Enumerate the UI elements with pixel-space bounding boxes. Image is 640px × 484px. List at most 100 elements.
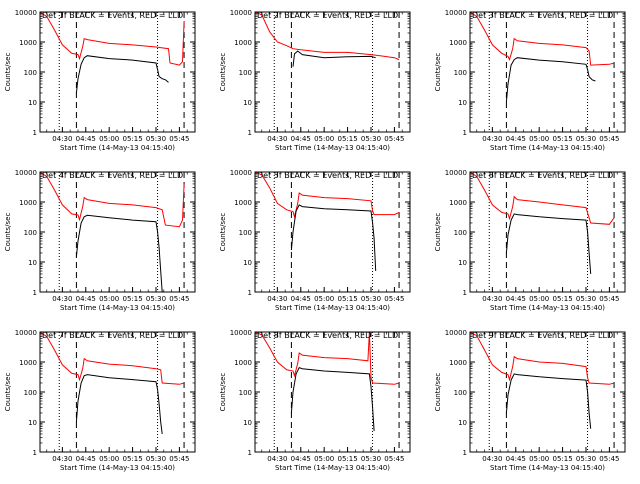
y-tick-label: 10000 — [445, 169, 467, 177]
x-axis-label: Start Time (14-May-13 04:15:40) — [490, 304, 605, 312]
panel-title: Det 3f BLACK = Events, RED = LLD — [472, 11, 613, 20]
x-tick-label: 05:00 — [529, 455, 549, 463]
panel-title: Det 5f BLACK = Events, RED = LLD — [257, 171, 398, 180]
y-tick-label: 100 — [239, 389, 252, 397]
detector-panel-3: 1 10 100 1000 10000 04:30 04:45 05:00 05:15 05:30… — [434, 9, 626, 152]
events-rate-line — [75, 214, 163, 292]
lld-rate-line — [470, 332, 615, 385]
x-tick-label: 05:30 — [361, 295, 381, 303]
panel-title: Det 1f BLACK = Events, RED = LLD — [42, 11, 183, 20]
x-tick-label: 05:30 — [361, 455, 381, 463]
x-tick-label: 04:45 — [506, 135, 526, 143]
panel-title: Det 6f BLACK = Events, RED = LLD — [472, 171, 613, 180]
x-tick-label: 04:45 — [291, 295, 311, 303]
x-tick-label: 05:15 — [122, 295, 142, 303]
y-tick-label: 10 — [28, 419, 37, 427]
y-tick-label: 100 — [454, 69, 467, 77]
x-axis-label: Start Time (14-May-13 04:15:40) — [60, 304, 175, 312]
lld-rate-line — [470, 172, 615, 225]
y-axis-label: Counts/sec — [4, 373, 12, 412]
x-tick-label: 05:45 — [599, 295, 619, 303]
x-tick-label: 05:45 — [169, 135, 189, 143]
x-tick-label: 04:30 — [52, 135, 72, 143]
x-tick-label: 05:45 — [384, 455, 404, 463]
y-tick-label: 10000 — [15, 169, 37, 177]
y-tick-label: 1000 — [19, 199, 37, 207]
x-tick-label: 04:30 — [52, 455, 72, 463]
lld-rate-line — [470, 12, 615, 66]
x-tick-label: 05:15 — [122, 135, 142, 143]
detector-panel-9: 1 10 100 1000 10000 04:30 04:45 05:00 05:15 05:30… — [434, 329, 626, 472]
y-tick-label: 1000 — [234, 359, 252, 367]
x-tick-label: 05:45 — [384, 135, 404, 143]
y-tick-label: 1 — [463, 129, 467, 137]
x-tick-label: 05:45 — [599, 455, 619, 463]
x-tick-label: 04:30 — [267, 455, 287, 463]
y-tick-label: 1 — [33, 289, 37, 297]
y-axis-label: Counts/sec — [434, 373, 442, 412]
y-tick-label: 1000 — [449, 39, 467, 47]
x-tick-label: 05:00 — [314, 455, 334, 463]
y-tick-label: 10 — [458, 99, 467, 107]
events-rate-line — [505, 373, 592, 429]
y-tick-label: 1 — [463, 449, 467, 457]
plot-frame — [39, 331, 196, 453]
events-rate-line — [75, 374, 163, 434]
plot-frame — [469, 331, 626, 453]
y-tick-label: 10000 — [230, 329, 252, 337]
x-tick-label: 04:30 — [482, 135, 502, 143]
x-tick-label: 05:30 — [576, 455, 596, 463]
plot-frame — [469, 11, 626, 133]
x-axis-label: Start Time (14-May-13 04:15:40) — [490, 144, 605, 152]
detector-panel-8: 1 10 100 1000 10000 04:30 04:45 05:00 05:15 05:30… — [219, 329, 411, 472]
detector-panel-7: 1 10 100 1000 10000 04:30 04:45 05:00 05:15 05:30… — [4, 329, 196, 472]
y-tick-label: 100 — [24, 389, 37, 397]
y-tick-label: 10 — [243, 99, 252, 107]
y-tick-label: 10 — [28, 259, 37, 267]
x-tick-label: 05:15 — [552, 295, 572, 303]
y-tick-label: 1000 — [449, 359, 467, 367]
x-axis-label: Start Time (14-May-13 04:15:40) — [60, 464, 175, 472]
y-tick-label: 1000 — [234, 199, 252, 207]
y-axis-label: Counts/sec — [4, 213, 12, 252]
x-tick-label: 05:30 — [146, 135, 166, 143]
y-axis-label: Counts/sec — [219, 213, 227, 252]
y-axis-label: Counts/sec — [434, 213, 442, 252]
x-tick-label: 04:45 — [506, 295, 526, 303]
y-tick-label: 10 — [28, 99, 37, 107]
y-axis-label: Counts/sec — [4, 53, 12, 92]
y-tick-label: 100 — [239, 229, 252, 237]
y-tick-label: 10000 — [230, 9, 252, 17]
x-tick-label: 04:30 — [482, 455, 502, 463]
x-tick-label: 05:00 — [99, 135, 119, 143]
x-tick-label: 05:45 — [384, 295, 404, 303]
x-tick-label: 05:30 — [576, 295, 596, 303]
plot-frame — [254, 171, 411, 293]
detector-panel-6: 1 10 100 1000 10000 04:30 04:45 05:00 05:15 05:30… — [434, 169, 626, 312]
y-tick-label: 10 — [243, 419, 252, 427]
lld-rate-line — [40, 332, 185, 385]
x-tick-label: 05:00 — [99, 455, 119, 463]
x-tick-label: 05:30 — [146, 295, 166, 303]
x-axis-label: Start Time (14-May-13 04:15:40) — [275, 464, 390, 472]
y-axis-label: Counts/sec — [219, 373, 227, 412]
y-tick-label: 10000 — [445, 9, 467, 17]
x-tick-label: 05:00 — [529, 295, 549, 303]
x-tick-label: 05:15 — [552, 455, 572, 463]
x-tick-label: 05:00 — [314, 295, 334, 303]
panel-title: Det 7f BLACK = Events, RED = LLD — [42, 331, 183, 340]
x-tick-label: 05:30 — [576, 135, 596, 143]
detector-panel-1: 1 10 100 1000 10000 04:30 04:45 05:00 05:15 05:30… — [4, 9, 196, 152]
y-axis-label: Counts/sec — [219, 53, 227, 92]
x-tick-label: 05:15 — [552, 135, 572, 143]
x-tick-label: 04:45 — [506, 455, 526, 463]
y-tick-label: 100 — [24, 69, 37, 77]
y-tick-label: 10 — [243, 259, 252, 267]
detector-panel-5: 1 10 100 1000 10000 04:30 04:45 05:00 05:15 05:30… — [219, 169, 411, 312]
y-tick-label: 1000 — [449, 199, 467, 207]
y-tick-label: 1 — [33, 129, 37, 137]
x-tick-label: 05:15 — [337, 135, 357, 143]
x-tick-label: 05:00 — [314, 135, 334, 143]
events-rate-line — [505, 57, 596, 103]
